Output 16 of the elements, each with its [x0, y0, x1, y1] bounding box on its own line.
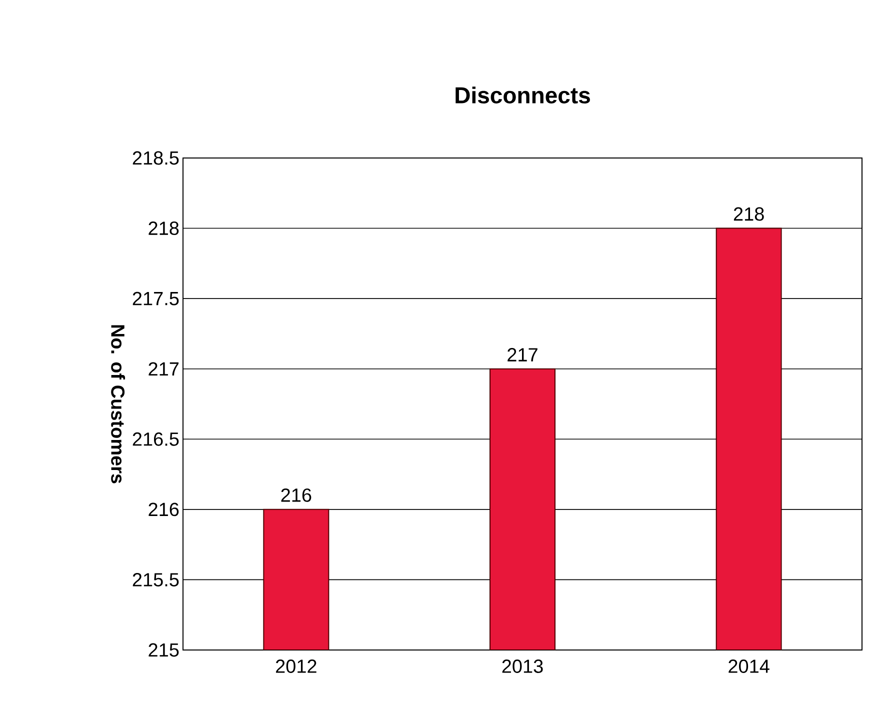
y-tick-label: 217.5: [132, 292, 179, 306]
chart-title: Disconnects: [456, 86, 590, 104]
data-label: 218: [734, 207, 764, 221]
data-label: 217: [508, 348, 538, 362]
y-tick-label: 216: [148, 502, 179, 516]
y-axis-title: No. of Customers: [111, 325, 126, 484]
data-label: 216: [281, 488, 312, 502]
y-tick-label: 218: [148, 222, 179, 236]
y-tick-label: 216.5: [132, 432, 179, 446]
y-tick-label: 218.5: [132, 151, 179, 165]
y-tick-label: 217: [148, 362, 179, 376]
x-tick-label: 2012: [276, 660, 316, 673]
y-tick-label: 215: [148, 643, 179, 657]
x-tick-label: 2013: [502, 660, 543, 673]
y-tick-label: 215.5: [132, 572, 179, 586]
x-tick-label: 2014: [728, 660, 770, 673]
